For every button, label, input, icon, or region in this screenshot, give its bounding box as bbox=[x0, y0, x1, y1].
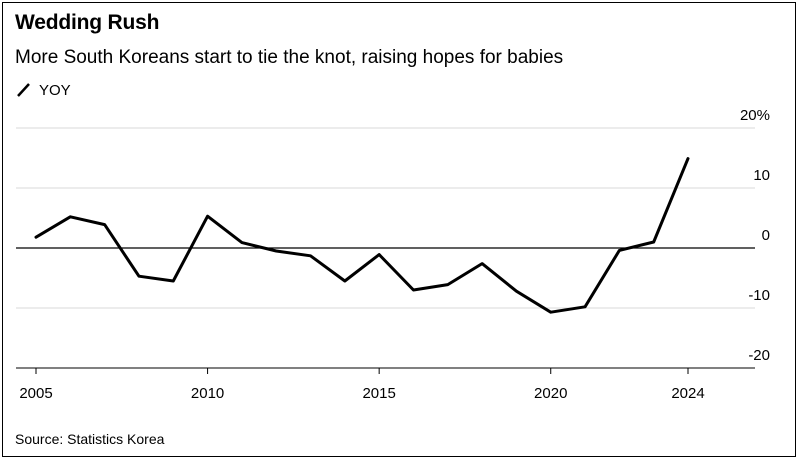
chart-frame: Wedding Rush More South Koreans start to… bbox=[2, 2, 796, 457]
y-tick-label: 20% bbox=[740, 107, 770, 124]
x-tick-label: 2020 bbox=[534, 385, 567, 402]
x-tick-label: 2010 bbox=[191, 385, 224, 402]
y-tick-label: 0 bbox=[762, 227, 770, 244]
source-note: Source: Statistics Korea bbox=[15, 431, 165, 447]
chart-subtitle: More South Koreans start to tie the knot… bbox=[15, 47, 564, 68]
legend-label-yoy: YOY bbox=[39, 81, 71, 99]
y-tick-label: -20 bbox=[748, 347, 770, 364]
y-tick-label: 10 bbox=[753, 167, 770, 184]
series-line-yoy bbox=[34, 157, 690, 314]
y-tick-label: -10 bbox=[748, 287, 770, 304]
legend: YOY bbox=[15, 81, 71, 99]
x-tick-label: 2024 bbox=[671, 385, 704, 402]
chart-title: Wedding Rush bbox=[15, 11, 160, 34]
legend-line-icon bbox=[17, 83, 30, 97]
x-tick-label: 2005 bbox=[19, 385, 52, 402]
x-tick-label: 2015 bbox=[362, 385, 395, 402]
